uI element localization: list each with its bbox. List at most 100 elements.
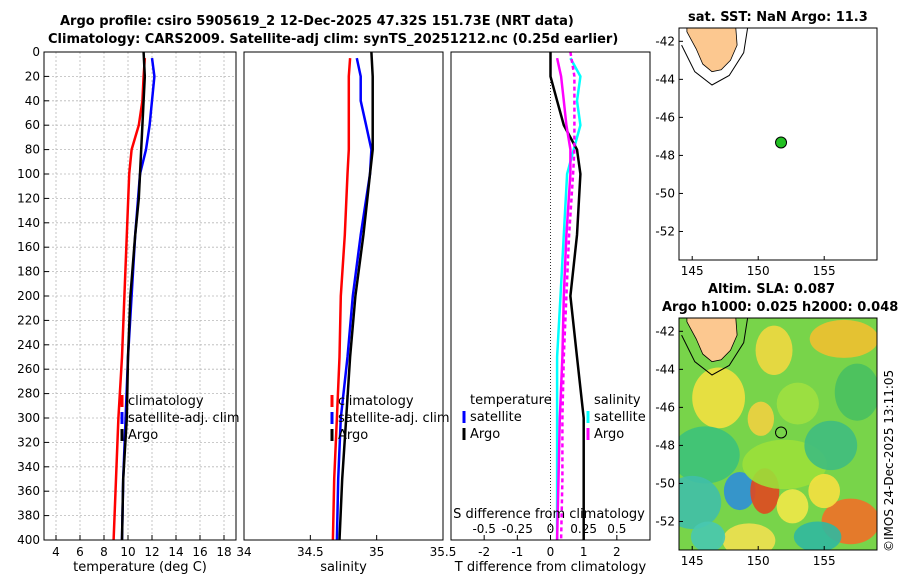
tasmania-land [686,28,738,73]
diff-legend-title-temperature: temperature [470,393,552,408]
map_sla-ytick-label: -50 [655,476,675,490]
map_sla-ytick-label: -48 [655,438,675,452]
sla-anomaly-patch [679,426,740,484]
sla-anomaly-patch [804,420,858,471]
legend-label: satellite [594,410,646,425]
temperature-ytick-label: 100 [17,167,40,181]
diff-s-tick-label: -0.5 [472,522,495,536]
temperature-ytick-label: 300 [17,411,40,425]
salinity-frame [243,51,444,541]
sla-anomaly-patch [692,367,745,429]
salinity-series-climatology [331,58,352,541]
salinity-xtick-label: 35.5 [430,545,457,559]
salinity-xtick-label: 35 [369,545,384,559]
map_sla-xtick-label: 155 [813,554,836,568]
temperature-xtick-label: 12 [144,545,159,559]
salinity-xtick-label: 34 [236,545,251,559]
temperature-xtick-label: 6 [76,545,84,559]
sla-anomaly-patch [690,521,726,550]
map_sst-xtick-label: 145 [681,264,704,278]
difference-xtick-label: -2 [478,545,490,559]
legend-label: Argo [128,428,158,443]
sla-anomaly-patch [679,475,722,530]
temperature-ytick-label: 240 [17,338,40,352]
temperature-ytick-label: 0 [32,45,40,59]
map_sla-xtick-label: 150 [747,554,770,568]
temperature-ytick-label: 40 [25,94,40,108]
map_sst-ytick-label: -42 [655,34,675,48]
temperature-ytick-label: 360 [17,484,40,498]
sla-anomaly-patch [755,325,793,376]
sla-anomaly-patch [808,473,841,509]
difference-series-temperature-argo [549,52,585,540]
figure-title-line2: Climatology: CARS2009. Satellite-adj cli… [48,32,619,47]
diff-top-label: S difference from climatology [453,507,645,522]
diff-s-tick-label: 0 [547,522,555,536]
float-position-marker [775,426,788,439]
sla-map-title-line1: Altim. SLA: 0.087 [708,282,835,297]
temperature-xtick-label: 8 [100,545,108,559]
temperature-ytick-label: 160 [17,240,40,254]
salinity-panel: 34 34.5 35 35.5 salinity climatology satellite… [236,51,457,575]
map_sla-xtick-label: 145 [681,554,704,568]
temperature-ytick-label: 280 [17,387,40,401]
map_sst-ytick-label: -48 [655,148,675,162]
temperature-ytick-label: 180 [17,265,40,279]
map_sla-panel: 145 150 155 -42 -44 -46 -48 -50 -52 [655,317,878,568]
legend-label: Argo [338,428,368,443]
temperature-xtick-label: 4 [52,545,60,559]
temperature-xtick-label: 16 [192,545,207,559]
difference-frame [450,51,651,541]
shelf-contour [681,318,749,376]
map_sla-ytick-label: -44 [655,362,675,376]
sla-anomaly-patch [809,319,877,358]
temperature-ytick-label: 260 [17,362,40,376]
sla-anomaly-patch [793,521,842,550]
temperature-xlabel: temperature (deg C) [73,560,207,575]
temperature-ytick-label: 200 [17,289,40,303]
diff-s-tick-label: -0.25 [502,522,533,536]
map_sst-frame [678,27,878,261]
temperature-ytick-label: 120 [17,191,40,205]
legend-label: Argo [594,427,624,442]
map_sst-panel: 145 150 155 -42 -44 -46 -48 -50 -52 [655,27,878,278]
temperature-xtick-label: 10 [120,545,135,559]
temperature-ytick-label: 340 [17,460,40,474]
figure-title-line1: Argo profile: csiro 5905619_2 12-Dec-202… [60,14,574,29]
sla-anomaly-patch [834,363,877,421]
temperature-xtick-label: 18 [216,545,231,559]
legend-label: satellite-adj. clim [338,411,450,426]
temperature-ytick-label: 80 [25,143,40,157]
difference-panel: -2 -1 0 1 2T difference from climatology temp… [450,51,651,575]
legend-label: Argo [470,427,500,442]
sla-anomaly-patch [776,382,819,425]
salinity-series-satellite-adj-clim [335,57,373,541]
map_sst-xtick-label: 150 [747,264,770,278]
float-position-marker [775,136,788,149]
shelf-contour [681,28,749,86]
legend-label: climatology [128,394,204,409]
salinity-xtick-label: 34.5 [297,545,324,559]
temperature-ytick-label: 20 [25,69,40,83]
difference-xtick-label: 1 [580,545,588,559]
difference-xlabel: T difference from climatology [454,560,647,575]
salinity-xlabel: salinity [320,560,367,575]
sst-map-title: sat. SST: NaN Argo: 11.3 [688,10,868,25]
sla-anomaly-patch [747,401,775,436]
temperature-ytick-label: 140 [17,216,40,230]
temperature-ytick-label: 60 [25,118,40,132]
difference-series-salinity-argo [559,51,576,541]
temperature-ytick-label: 320 [17,435,40,449]
legend-label: satellite [470,410,522,425]
diff-s-tick-label: 0.5 [607,522,626,536]
map_sst-xtick-label: 155 [813,264,836,278]
sla-map-title-line2: Argo h1000: 0.025 h2000: 0.048 [662,300,899,315]
temperature-frame [43,51,237,541]
diff-s-tick-label: 0.25 [570,522,597,536]
map_sst-ytick-label: -44 [655,72,675,86]
temperature-series-argo [120,51,147,541]
difference-series-temperature-satellite [555,57,582,540]
sla-anomaly-patch [776,489,809,524]
difference-series-salinity-satellite [555,57,572,541]
